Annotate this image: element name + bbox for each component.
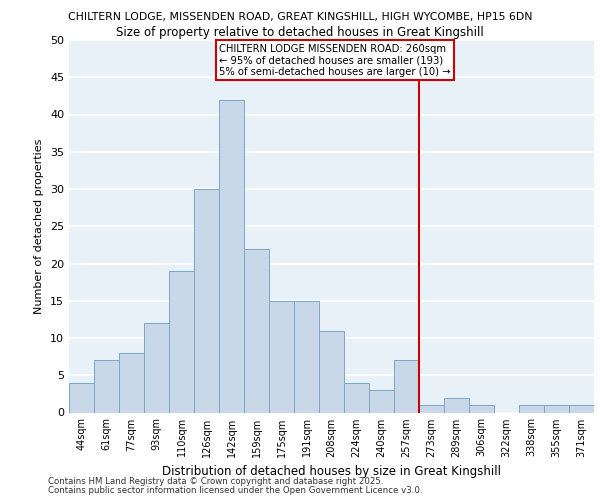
Bar xyxy=(194,189,219,412)
Bar xyxy=(244,248,269,412)
Text: CHILTERN LODGE MISSENDEN ROAD: 260sqm
← 95% of detached houses are smaller (193): CHILTERN LODGE MISSENDEN ROAD: 260sqm ← … xyxy=(219,44,451,77)
Y-axis label: Number of detached properties: Number of detached properties xyxy=(34,138,44,314)
Bar xyxy=(69,382,94,412)
Bar xyxy=(294,300,319,412)
Bar xyxy=(394,360,419,412)
Text: Size of property relative to detached houses in Great Kingshill: Size of property relative to detached ho… xyxy=(116,26,484,39)
Bar xyxy=(544,405,569,412)
Text: Contains HM Land Registry data © Crown copyright and database right 2025.: Contains HM Land Registry data © Crown c… xyxy=(48,477,383,486)
Bar xyxy=(94,360,119,412)
Bar xyxy=(569,405,594,412)
Bar xyxy=(344,382,369,412)
Bar xyxy=(219,100,244,412)
Bar xyxy=(144,323,169,412)
Text: Contains public sector information licensed under the Open Government Licence v3: Contains public sector information licen… xyxy=(48,486,422,495)
Bar xyxy=(469,405,494,412)
Bar xyxy=(269,300,294,412)
Text: CHILTERN LODGE, MISSENDEN ROAD, GREAT KINGSHILL, HIGH WYCOMBE, HP15 6DN: CHILTERN LODGE, MISSENDEN ROAD, GREAT KI… xyxy=(68,12,532,22)
Bar xyxy=(169,271,194,412)
Bar xyxy=(319,330,344,412)
Bar xyxy=(419,405,444,412)
Bar xyxy=(519,405,544,412)
Bar xyxy=(444,398,469,412)
Bar xyxy=(119,353,144,412)
X-axis label: Distribution of detached houses by size in Great Kingshill: Distribution of detached houses by size … xyxy=(162,465,501,478)
Bar xyxy=(369,390,394,412)
